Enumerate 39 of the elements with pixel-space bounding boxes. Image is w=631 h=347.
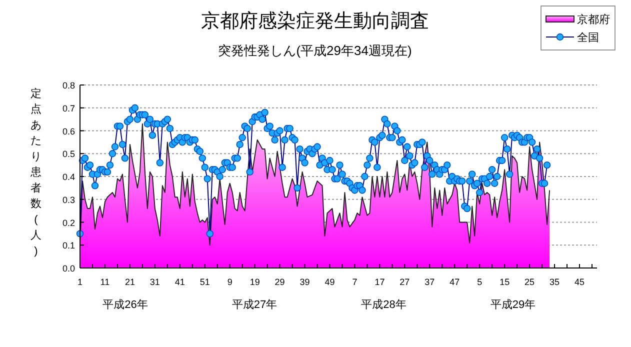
x-tick-label: 49 — [324, 277, 335, 287]
x-tick-label: 27 — [400, 277, 410, 287]
y-tick-label: 0.5 — [62, 149, 75, 160]
x-tick-label: 17 — [374, 277, 385, 287]
text: 平成27年 — [232, 298, 278, 311]
x-tick-label: 35 — [550, 277, 560, 287]
x-tick-label: 7 — [352, 277, 358, 287]
text: 平成29年 — [490, 298, 536, 311]
y-tick-label: 0.2 — [62, 218, 75, 228]
x-tick-label: 31 — [150, 277, 160, 287]
x-tick-label: 47 — [450, 277, 460, 287]
x-tick-label: 9 — [227, 277, 232, 287]
text: 平成26年 — [102, 298, 148, 311]
x-tick-label: 25 — [524, 277, 535, 287]
y-tick-label: 0.7 — [62, 103, 75, 114]
x-tick-label: 45 — [574, 277, 585, 287]
x-tick-label: 15 — [500, 277, 510, 287]
legend-label: 全国 — [577, 32, 599, 44]
y-tick-label: 0.8 — [62, 80, 75, 90]
text: 平成28年 — [361, 298, 406, 311]
x-tick-label: 29 — [274, 277, 285, 287]
x-tick-label: 41 — [174, 277, 185, 287]
y-tick-label: 0.1 — [62, 240, 75, 251]
chart-subtitle: 突発性発しん(平成29年34週現在) — [218, 43, 412, 58]
x-tick-label: 51 — [200, 277, 210, 287]
x-tick-label: 1 — [77, 277, 83, 287]
x-tick-label: 19 — [250, 277, 260, 287]
y-tick-label: 0.4 — [62, 172, 75, 182]
y-tick-label: 0.0 — [62, 264, 75, 274]
legend-label: 京都府 — [577, 13, 610, 26]
y-tick-label: 0.3 — [62, 194, 75, 205]
x-tick-label: 11 — [100, 277, 110, 287]
y-tick-label: 0.6 — [62, 126, 75, 136]
x-tick-label: 37 — [424, 277, 435, 287]
x-tick-label: 5 — [477, 277, 482, 287]
text: 定点あたり患者数(人) — [30, 88, 42, 258]
x-tick-label: 39 — [300, 277, 310, 287]
chart-title: 京都府感染症発生動向調査 — [201, 10, 429, 32]
x-tick-label: 21 — [124, 277, 135, 287]
